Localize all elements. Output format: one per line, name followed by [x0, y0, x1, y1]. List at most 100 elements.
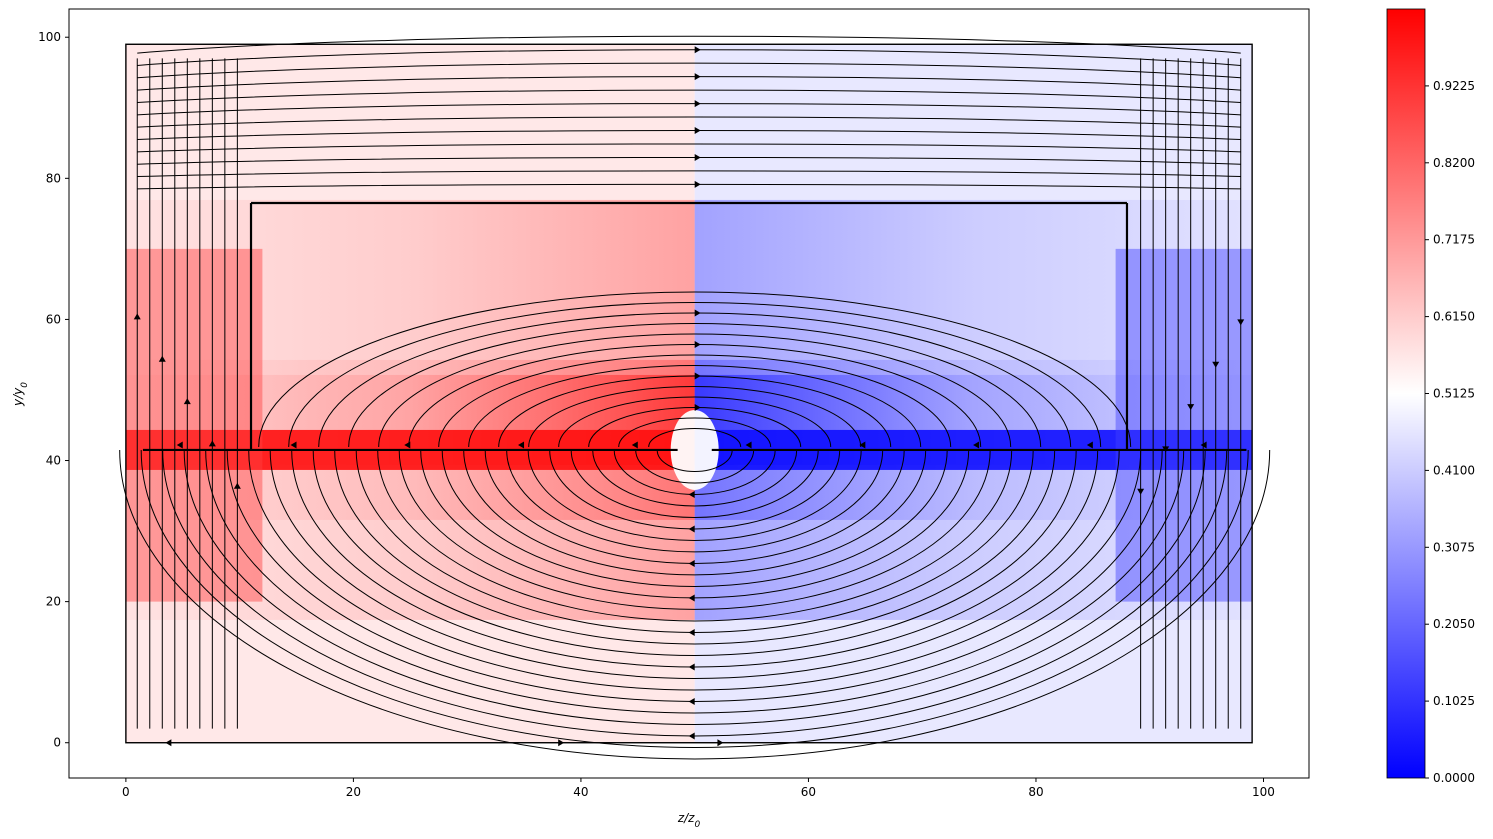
streamline-top-region: [137, 62, 1241, 79]
colorbar-tick-label: 0.1025: [1433, 694, 1475, 708]
streamline-arrow: [1162, 446, 1170, 453]
colorbar-tick-label: 0.9225: [1433, 79, 1475, 93]
streamline-arrow: [694, 403, 701, 411]
y-tick-label: 100: [38, 30, 61, 44]
streamline-lower-loop: [355, 449, 1034, 633]
streamline-upper-loop: [558, 396, 832, 447]
streamline-top-region: [137, 130, 1241, 141]
streamline-arrow: [688, 490, 695, 498]
streamline-top-region: [137, 183, 1241, 190]
streamline-lower-loop: [140, 449, 1249, 748]
colorbar-tick-label: 0.7175: [1433, 233, 1475, 247]
streamline-lower-loop: [656, 449, 733, 472]
y-axis-label: y/y0: [11, 382, 30, 407]
streamline-upper-loop: [258, 291, 1132, 447]
streamline-arrow: [688, 732, 695, 740]
streamline-lower-loop: [398, 449, 991, 610]
streamline-arrow: [1086, 441, 1093, 449]
streamline-upper-loop: [528, 385, 862, 447]
streamline-upper-loop: [468, 364, 922, 447]
streamlines: [119, 35, 1271, 760]
electrode-structures: [125, 43, 1253, 744]
streamline-arrow: [745, 441, 752, 449]
streamline-arrow: [859, 441, 866, 449]
streamline-arrow: [694, 372, 701, 380]
streamline-top-region: [137, 143, 1241, 153]
streamline-lower-loop: [527, 449, 862, 541]
streamline-lower-loop: [592, 449, 798, 507]
streamline-upper-loop: [408, 343, 982, 447]
x-tick-label: 60: [801, 785, 816, 799]
streamline-arrow: [404, 441, 411, 449]
streamline-arrow: [688, 697, 695, 705]
streamline-top-region: [137, 89, 1241, 103]
streamline-arrow: [290, 441, 297, 449]
streamline-arrow: [1212, 361, 1220, 368]
streamline-lower-loop: [269, 449, 1120, 679]
streamline-lower-loop: [441, 449, 948, 587]
streamline-arrow: [688, 594, 695, 602]
streamline-arrow: [1187, 404, 1195, 411]
streamline-arrow: [233, 482, 241, 489]
streamline-lower-loop: [570, 449, 819, 518]
streamline-arrow: [694, 153, 701, 161]
y-tick-label: 0: [53, 736, 61, 750]
streamline-arrow: [694, 340, 701, 348]
streamline-upper-loop: [288, 301, 1102, 447]
streamline-arrow: [694, 100, 701, 108]
streamline-top-region: [137, 76, 1241, 91]
streamline-arrow: [183, 398, 191, 405]
y-axis-label-text: y/y: [11, 387, 25, 407]
y-axis: 0 20 40 60 80 100: [38, 30, 69, 750]
streamline-arrow: [165, 739, 172, 747]
x-tick-label: 80: [1028, 785, 1043, 799]
potential-heatmap: [125, 44, 1253, 743]
streamline-lower-loop: [119, 449, 1271, 760]
colorbar-tick-label: 0.6150: [1433, 310, 1475, 324]
streamline-upper-loop: [648, 427, 742, 447]
streamline-lower-loop: [506, 449, 884, 553]
x-tick-label: 0: [122, 785, 130, 799]
streamline-arrow: [688, 525, 695, 533]
streamline-top-region: [137, 170, 1241, 178]
heatmap-left-edge: [125, 248, 263, 602]
heatmap-center-gap: [670, 409, 719, 490]
streamline-arrow: [694, 73, 701, 81]
streamline-lower-loop: [377, 449, 1013, 622]
axis-label-subscript: 0: [694, 820, 700, 830]
colorbar-tick-label: 0.3075: [1433, 540, 1475, 554]
streamline-arrow: [158, 355, 166, 362]
streamline-arrow: [631, 441, 638, 449]
x-axis: 0 20 40 60 80 100: [122, 778, 1275, 799]
streamline-top-region: [137, 156, 1241, 165]
streamline-arrow: [717, 739, 724, 747]
streamline-lower-loop: [226, 449, 1163, 702]
colorbar-tick-label: 0.0000: [1433, 771, 1475, 785]
streamline-arrow: [688, 663, 695, 671]
streamline-arrow: [558, 739, 565, 747]
streamline-arrow: [208, 440, 216, 447]
streamline-arrow: [1137, 488, 1145, 495]
streamline-arrow: [1237, 319, 1245, 326]
streamline-arrow: [176, 441, 183, 449]
streamline-top-region: [137, 116, 1241, 128]
x-tick-label: 20: [346, 785, 361, 799]
y-tick-label: 80: [46, 171, 61, 185]
domain-boundary: [125, 43, 1253, 744]
y-tick-label: 40: [46, 454, 61, 468]
streamline-lower-loop: [334, 449, 1056, 645]
streamline-upper-loop: [618, 417, 772, 447]
streamline-top-region: [137, 35, 1241, 54]
x-axis-label-text: z/z: [677, 811, 695, 825]
y-tick-label: 20: [46, 595, 61, 609]
streamline-arrow: [1200, 441, 1207, 449]
streamline-arrow: [694, 180, 701, 188]
streamline-lower-loop: [635, 449, 755, 484]
streamline-lower-loop: [248, 449, 1142, 691]
streamline-lower-loop: [463, 449, 927, 576]
streamline-upper-loop: [348, 322, 1042, 447]
colorbar-gradient: [1386, 8, 1426, 779]
streamline-arrow: [688, 628, 695, 636]
